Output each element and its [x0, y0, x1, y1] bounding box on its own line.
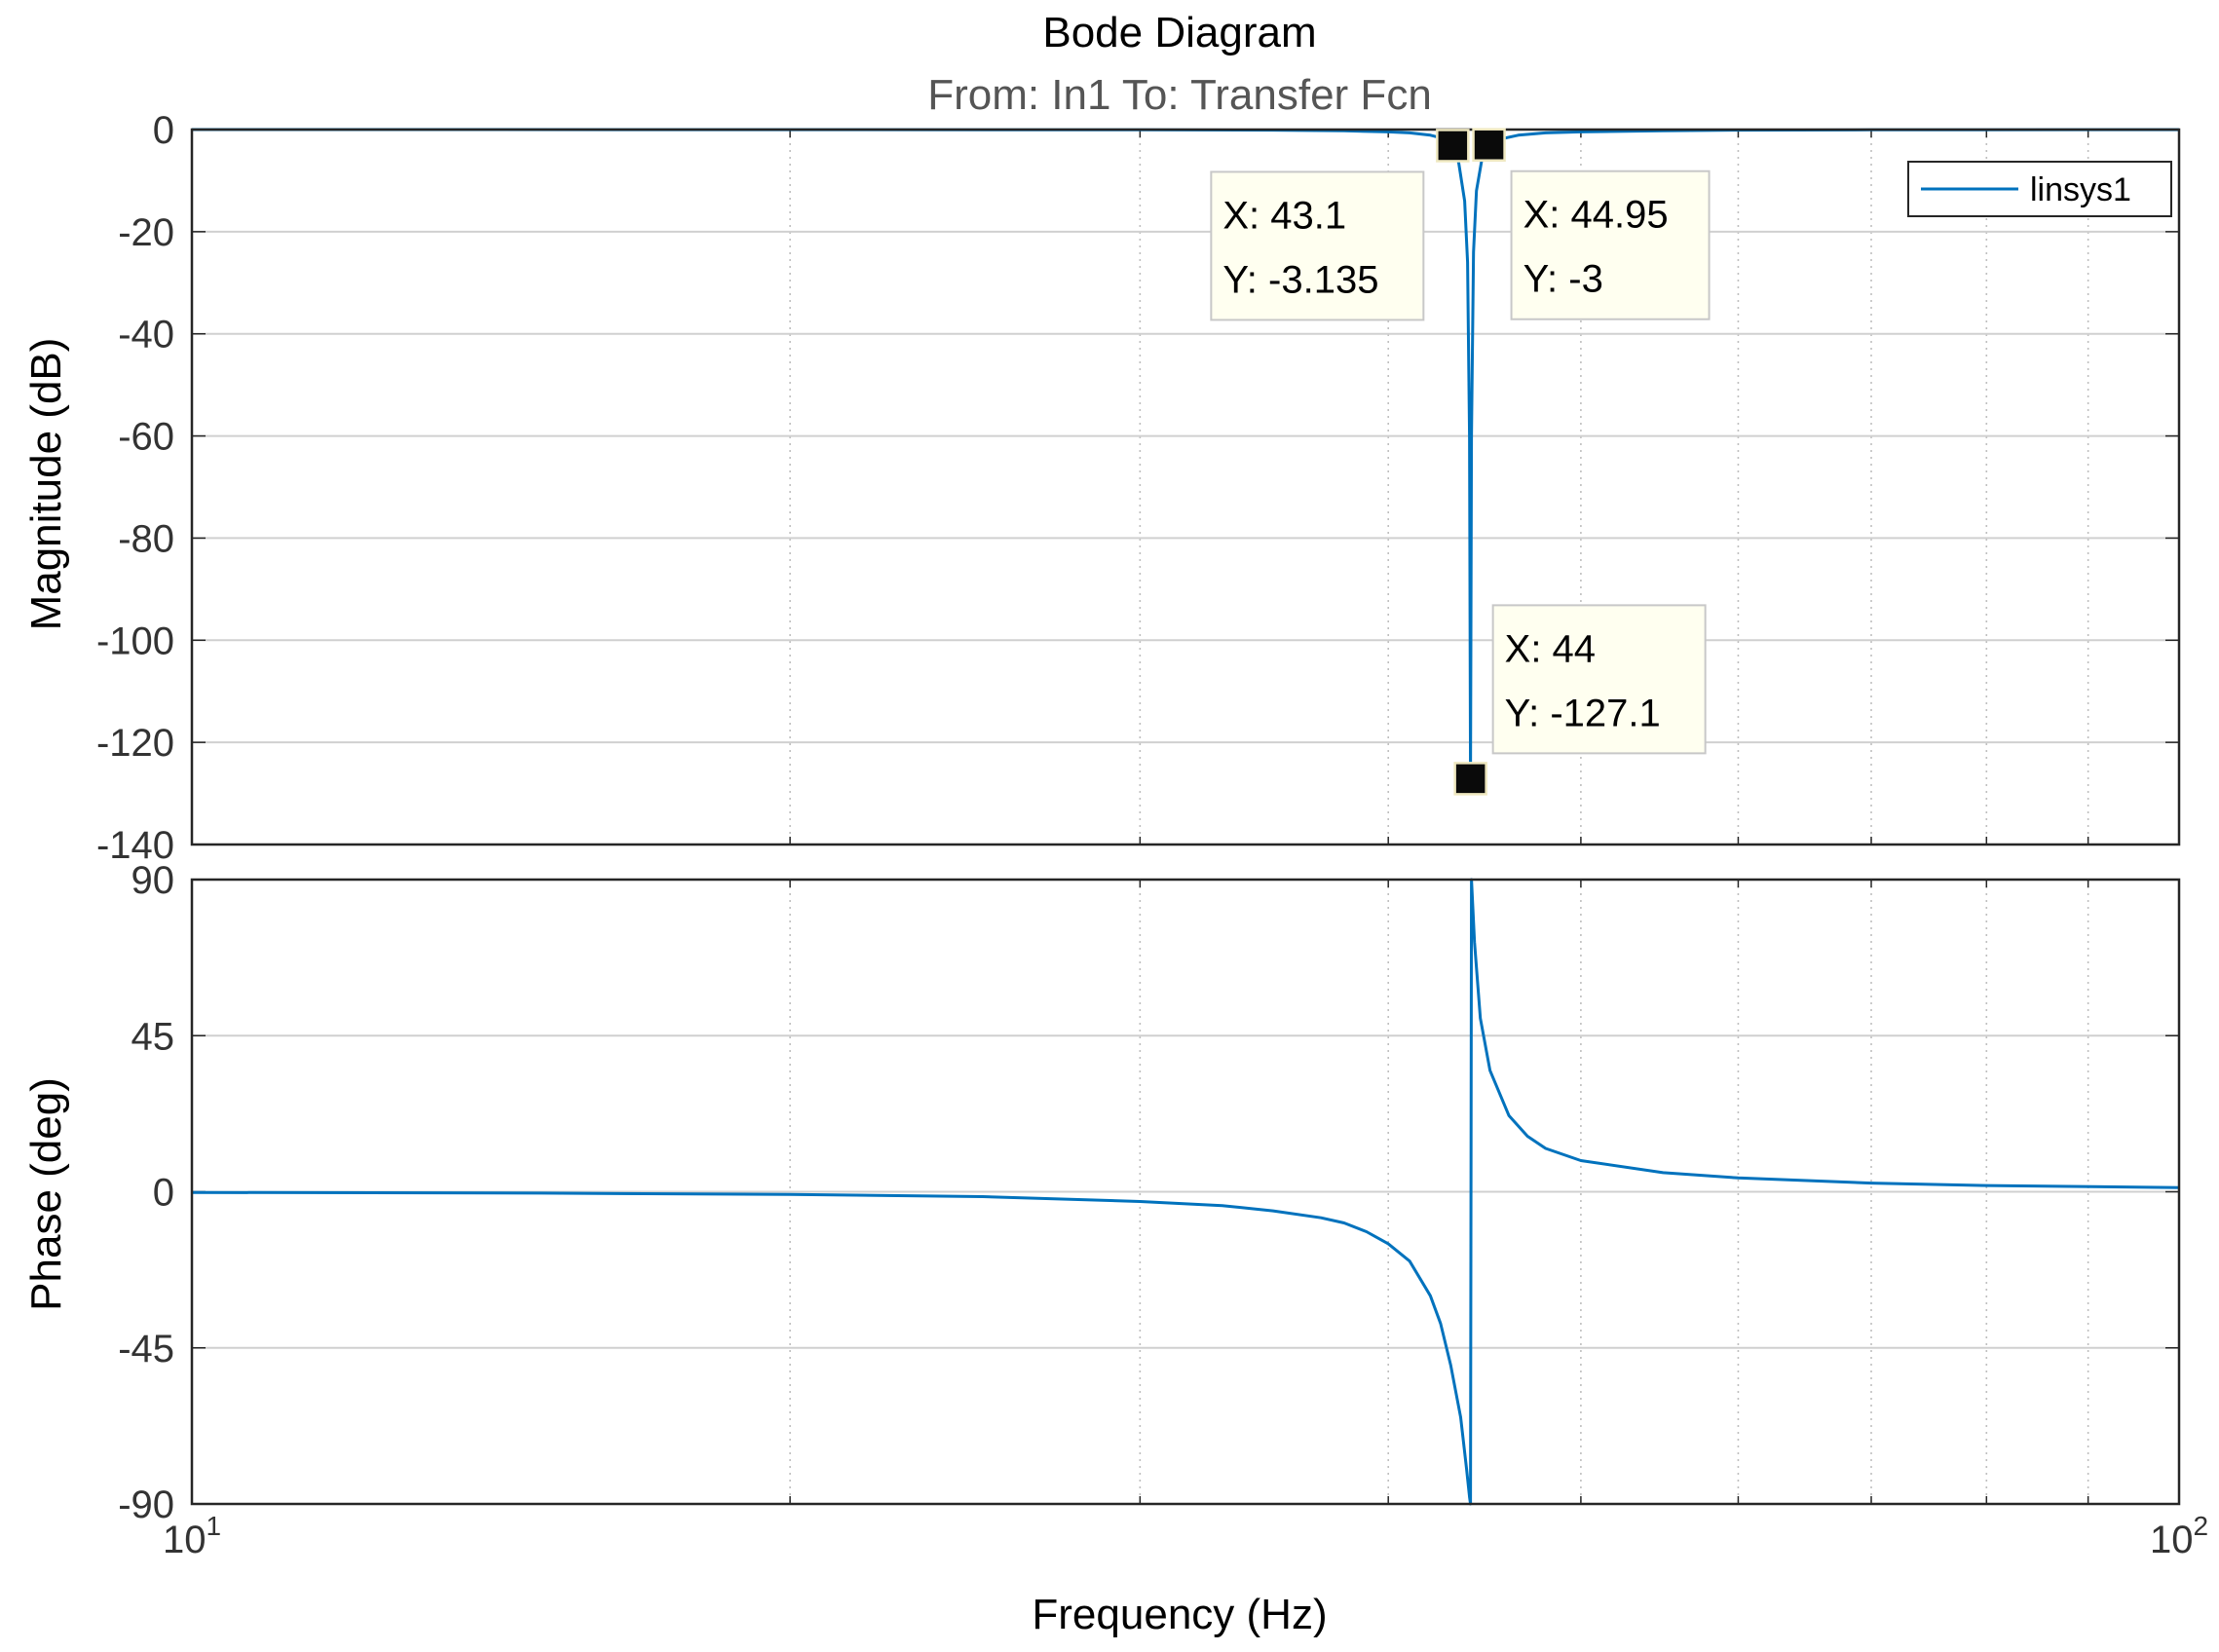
- phase-panel: 90 45 0 -45 -90: [118, 859, 2181, 1526]
- magnitude-tick-label: -40: [118, 314, 174, 357]
- phase-tick-label: -45: [118, 1328, 174, 1370]
- magnitude-tick-label: -140: [96, 824, 174, 867]
- magnitude-panel: 0 -20 -40 -60 -80 -100 -120 -140 X: 43.1 Y: -3.13…: [96, 109, 2181, 867]
- datatip-box: [1491, 604, 1707, 755]
- phase-tick-label: -90: [118, 1483, 174, 1526]
- x-axis-label: Frequency (Hz): [1032, 1591, 1327, 1638]
- datatip-y-label: Y: -3: [1523, 258, 1603, 301]
- magnitude-tick-label: 0: [153, 109, 174, 152]
- magnitude-axis-label: Magnitude (dB): [22, 338, 70, 631]
- phase-tick-label: 45: [132, 1015, 175, 1058]
- datatip-x-label: X: 44: [1505, 627, 1596, 670]
- datatip-y-label: Y: -3.135: [1222, 258, 1378, 301]
- phase-axis-label: Phase (deg): [22, 1077, 70, 1311]
- x-tick-labels: 101 102: [163, 1511, 2208, 1561]
- magnitude-tick-label: -100: [96, 620, 174, 662]
- magnitude-tick-label: -80: [118, 517, 174, 560]
- datatip-marker: [1472, 128, 1506, 162]
- magnitude-tick-label: -120: [96, 722, 174, 765]
- legend-entry: linsys1: [2030, 171, 2131, 208]
- datatip-marker: [1436, 129, 1470, 163]
- magnitude-tick-label: -20: [118, 211, 174, 254]
- phase-series-line: [191, 878, 2180, 1506]
- legend: linsys1: [1907, 161, 2172, 217]
- phase-tick-label: 90: [132, 859, 175, 902]
- magnitude-series-line: [191, 128, 2180, 780]
- magnitude-plot-area: [192, 130, 2179, 845]
- x-tick-label: 101: [163, 1511, 221, 1561]
- phase-tick-label: 0: [153, 1172, 174, 1215]
- phase-axes-frame: [190, 878, 2181, 1506]
- magnitude-axes-frame: [190, 128, 2181, 846]
- datatip-box: [1210, 170, 1425, 321]
- chart-title: Bode Diagram: [1042, 9, 1316, 56]
- datatip-box: [1510, 169, 1711, 320]
- datatip-y-label: Y: -127.1: [1505, 692, 1661, 734]
- datatip-x-label: X: 44.95: [1523, 194, 1669, 237]
- datatip-x-label: X: 43.1: [1222, 194, 1346, 237]
- magnitude-tick-label: -60: [118, 416, 174, 459]
- x-tick-label: 102: [2150, 1511, 2208, 1561]
- chart-subtitle: From: In1 To: Transfer Fcn: [927, 71, 1432, 119]
- datatip-marker: [1453, 762, 1487, 796]
